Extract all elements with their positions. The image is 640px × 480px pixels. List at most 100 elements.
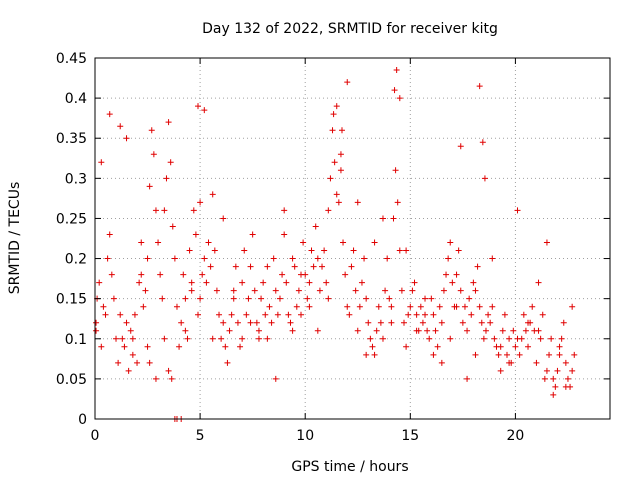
data-point	[479, 139, 486, 146]
data-point	[205, 239, 212, 246]
data-point	[125, 367, 132, 374]
data-point	[243, 311, 250, 318]
data-point	[457, 287, 464, 294]
data-point	[466, 295, 473, 302]
data-point	[514, 207, 521, 214]
data-point	[377, 319, 384, 326]
data-point	[405, 311, 412, 318]
data-point	[152, 375, 159, 382]
data-point	[367, 335, 374, 342]
data-point	[199, 271, 206, 278]
data-point	[396, 95, 403, 102]
data-point	[510, 327, 517, 334]
data-point	[449, 279, 456, 286]
data-point	[571, 351, 578, 358]
data-point	[560, 319, 567, 326]
data-point	[485, 311, 492, 318]
data-point	[554, 367, 561, 374]
data-point	[369, 343, 376, 350]
data-point	[274, 311, 281, 318]
data-point	[489, 303, 496, 310]
data-point	[325, 207, 332, 214]
data-point	[535, 279, 542, 286]
data-point	[169, 223, 176, 230]
data-point	[136, 279, 143, 286]
data-point	[304, 295, 311, 302]
data-point	[148, 127, 155, 134]
data-point	[491, 335, 498, 342]
data-point	[533, 359, 540, 366]
data-point	[161, 207, 168, 214]
data-point	[321, 247, 328, 254]
data-point	[165, 119, 172, 126]
data-point	[468, 311, 475, 318]
data-point	[472, 351, 479, 358]
axes: 0 0.05 0.1 0.15 0.2 0.25 0.3 0.35 0.4 0.45 0 5 10 15 2…	[56, 51, 610, 444]
data-point	[167, 159, 174, 166]
data-point	[150, 151, 157, 158]
data-point	[556, 343, 563, 350]
data-point	[569, 303, 576, 310]
data-point	[285, 311, 292, 318]
data-point	[363, 351, 370, 358]
data-point	[552, 383, 559, 390]
data-point	[220, 319, 227, 326]
data-point	[447, 239, 454, 246]
data-point	[306, 303, 313, 310]
data-point	[525, 343, 532, 350]
data-point	[176, 343, 183, 350]
data-point	[310, 263, 317, 270]
data-point	[476, 303, 483, 310]
data-point	[264, 335, 271, 342]
data-point	[392, 167, 399, 174]
data-point	[281, 207, 288, 214]
data-point	[182, 295, 189, 302]
data-point	[504, 351, 510, 358]
data-point	[562, 383, 569, 390]
data-point	[354, 327, 361, 334]
data-point	[230, 295, 237, 302]
data-point	[319, 263, 326, 270]
data-point	[308, 247, 315, 254]
data-point	[138, 239, 145, 246]
x-tick-label: 10	[296, 428, 314, 444]
data-point	[337, 167, 344, 174]
data-point	[340, 239, 347, 246]
data-point	[365, 319, 372, 326]
data-point	[401, 319, 407, 326]
data-point	[417, 303, 424, 310]
data-point	[197, 295, 204, 302]
data-point	[487, 319, 494, 326]
data-point	[569, 367, 576, 374]
plot-frame	[94, 57, 611, 420]
data-point	[379, 215, 386, 222]
y-tick-label: 0.1	[65, 332, 87, 348]
data-point	[522, 327, 529, 334]
data-point	[354, 199, 361, 206]
data-point	[373, 327, 380, 334]
data-point	[226, 327, 233, 334]
data-point	[470, 279, 477, 286]
data-point	[438, 319, 445, 326]
data-point	[255, 327, 262, 334]
data-point	[123, 319, 130, 326]
data-point	[276, 295, 283, 302]
data-point	[480, 335, 487, 342]
data-point	[106, 111, 113, 118]
data-point	[419, 319, 426, 326]
data-point	[262, 311, 269, 318]
x-axis-label: GPS time / hours	[291, 459, 408, 475]
data-point	[129, 351, 136, 358]
data-point	[556, 351, 563, 358]
data-point	[497, 367, 504, 374]
data-point	[237, 343, 244, 350]
data-point	[548, 335, 555, 342]
data-point	[201, 255, 208, 262]
data-point	[142, 287, 149, 294]
data-point	[333, 103, 340, 110]
x-tick-label: 0	[91, 428, 100, 444]
data-point	[234, 319, 241, 326]
data-point	[188, 287, 195, 294]
y-tick-label: 0.45	[56, 51, 87, 67]
data-point	[335, 199, 342, 206]
